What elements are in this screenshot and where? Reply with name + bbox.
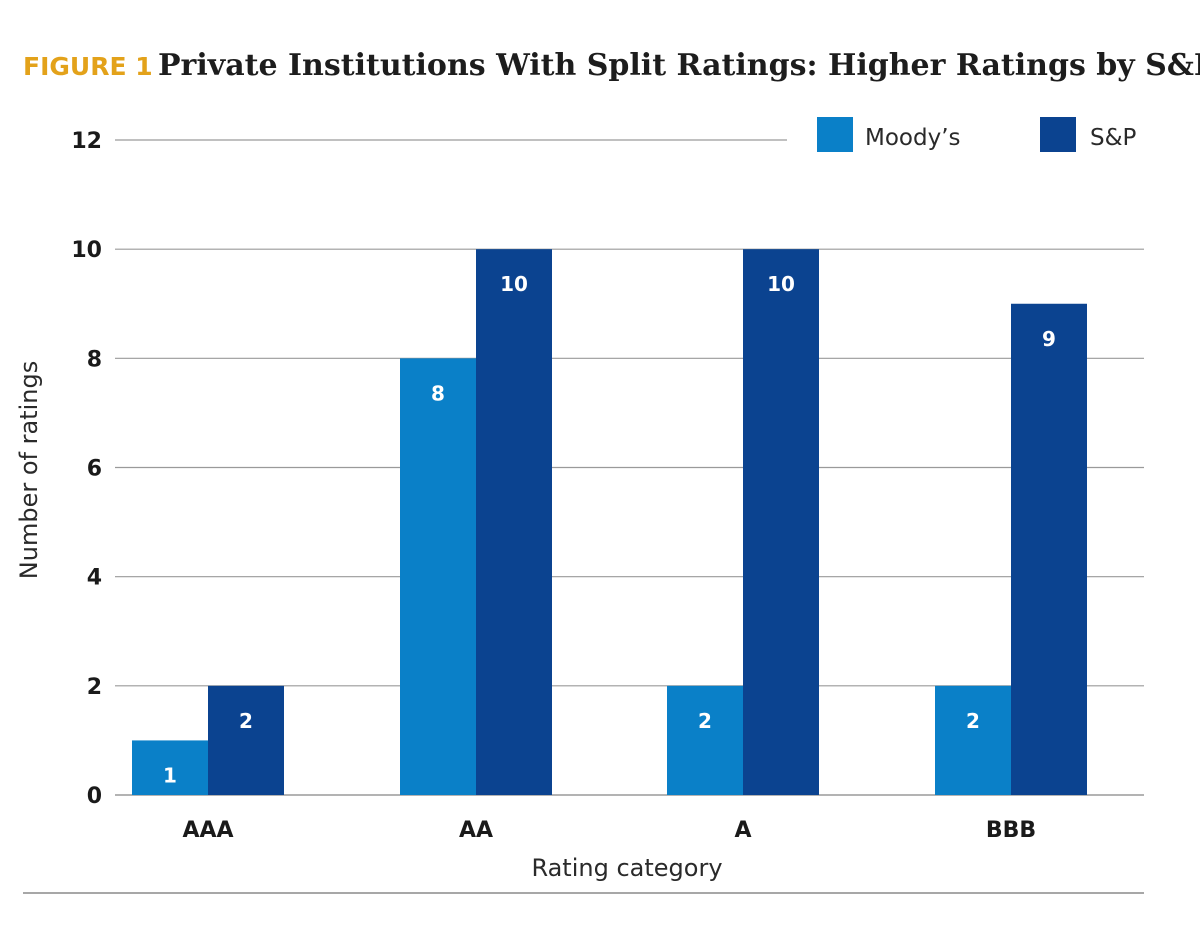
data-label-moody-s-a: 2 [698,709,712,733]
bar-s-p-bbb [1011,303,1087,795]
bar-moody-s-aaa [132,740,208,795]
legend-label-moodys: Moody’s [865,125,961,151]
legend-swatch-moodys [817,117,853,152]
chart-title: Private Institutions With Split Ratings:… [158,48,1200,83]
y-tick-label: 12 [71,129,102,154]
bars: 1 2 8 10 2 10 2 9 [132,249,1087,795]
data-label-s-p-a: 10 [767,272,795,296]
data-label-s-p-bbb: 9 [1042,327,1056,351]
y-tick-label: 4 [87,566,102,591]
bar-moody-s-aa [400,358,476,795]
bar-s-p-aa [476,249,552,795]
y-axis-title: Number of ratings [15,361,43,579]
legend-label-sp: S&P [1090,125,1137,151]
bar-moody-s-a [667,685,743,795]
bar-s-p-aaa [208,685,284,795]
y-tick-label: 8 [87,347,102,372]
y-tick-label: 6 [87,457,102,482]
data-label-moody-s-bbb: 2 [966,709,980,733]
bar-moody-s-bbb [935,685,1011,795]
x-category-label: AAA [182,818,233,843]
data-label-moody-s-aaa: 1 [163,763,177,787]
x-axis-title: Rating category [531,854,722,882]
data-label-moody-s-aa: 8 [431,381,445,405]
y-tick-label: 0 [87,784,102,809]
y-axis-ticks: 0 2 4 6 8 10 12 [71,129,102,809]
x-category-label: BBB [986,818,1036,843]
x-category-label: A [734,818,751,843]
legend-swatch-sp [1040,117,1076,152]
legend: Moody’s S&P [817,117,1137,152]
data-label-s-p-aaa: 2 [239,709,253,733]
x-axis-categories: AAA AA A BBB [182,818,1036,843]
y-tick-label: 2 [87,675,102,700]
x-category-label: AA [459,818,493,843]
bar-s-p-a [743,249,819,795]
y-tick-label: 10 [71,238,102,263]
figure-kicker: FIGURE 1 [23,52,153,81]
data-label-s-p-aa: 10 [500,272,528,296]
